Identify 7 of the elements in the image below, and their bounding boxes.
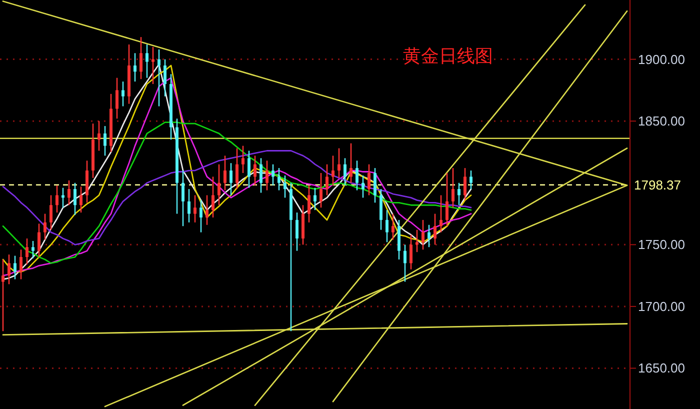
y-tick-label: 1850.00	[638, 114, 685, 129]
y-tick-label: 1750.00	[638, 237, 685, 252]
ref-line-label: 1798.37	[634, 177, 681, 192]
y-tick-label: 1650.00	[638, 360, 685, 376]
y-tick-label: 1700.00	[638, 298, 685, 314]
text: 黄金日线图	[403, 46, 493, 67]
y-tick-label: 1900.00	[638, 52, 685, 67]
